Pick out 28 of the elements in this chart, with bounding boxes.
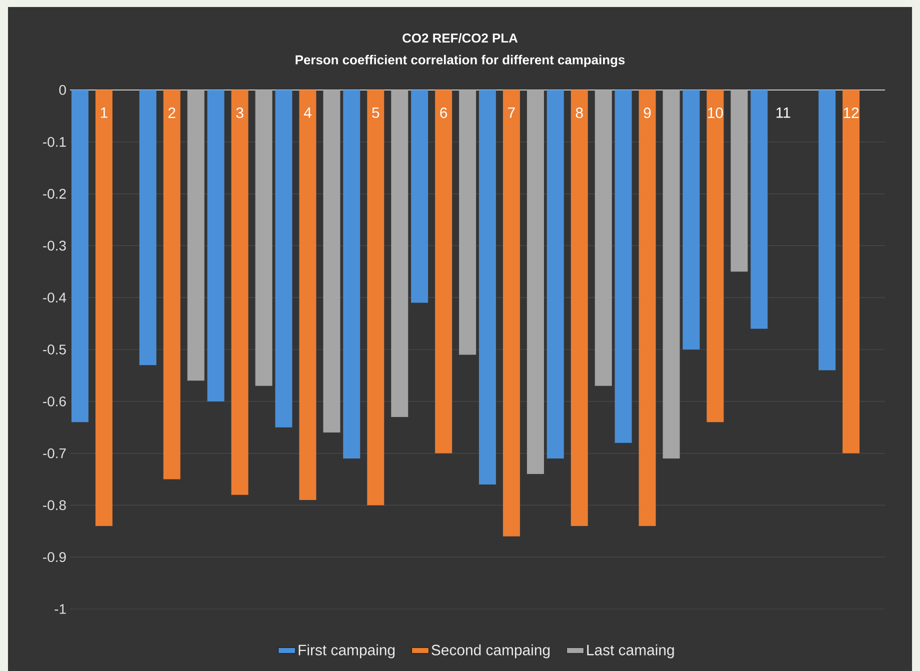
- y-tick-label: -0.2: [43, 188, 66, 199]
- x-tick-label: 7: [508, 108, 515, 118]
- y-tick-label: -0.9: [43, 552, 66, 562]
- legend-label: First campaing: [298, 644, 395, 658]
- y-tick-label: -0.7: [43, 448, 66, 458]
- y-tick-label: -0.4: [43, 292, 66, 303]
- x-tick-label: 12: [844, 108, 859, 118]
- chart-title: CO2 REF/CO2 PLA: [402, 33, 518, 43]
- legend-label: Last camaing: [587, 644, 674, 658]
- y-tick-label: -0.8: [43, 500, 66, 510]
- x-tick-label: 11: [776, 108, 790, 118]
- y-tick-label: -1: [54, 604, 66, 614]
- y-tick-label: -0.6: [43, 396, 66, 406]
- y-tick-label: -0.3: [43, 240, 66, 251]
- x-tick-label: 4: [304, 108, 312, 118]
- x-tick-label: 1: [100, 108, 108, 118]
- y-tick-label: -0.1: [43, 136, 66, 147]
- x-tick-label: 5: [372, 108, 380, 118]
- x-tick-label: 8: [576, 108, 583, 118]
- x-tick-label: 10: [708, 108, 723, 118]
- chart-subtitle: Person coefficient correlation for different campaings: [296, 54, 625, 68]
- x-tick-label: 9: [644, 108, 651, 118]
- x-tick-label: 3: [236, 108, 244, 118]
- y-tick-label: -0.5: [43, 344, 66, 354]
- x-tick-label: 6: [440, 108, 448, 118]
- y-tick-label: 0: [59, 85, 66, 95]
- legend-label: Second campaing: [432, 644, 550, 658]
- x-tick-label: 2: [168, 108, 176, 118]
